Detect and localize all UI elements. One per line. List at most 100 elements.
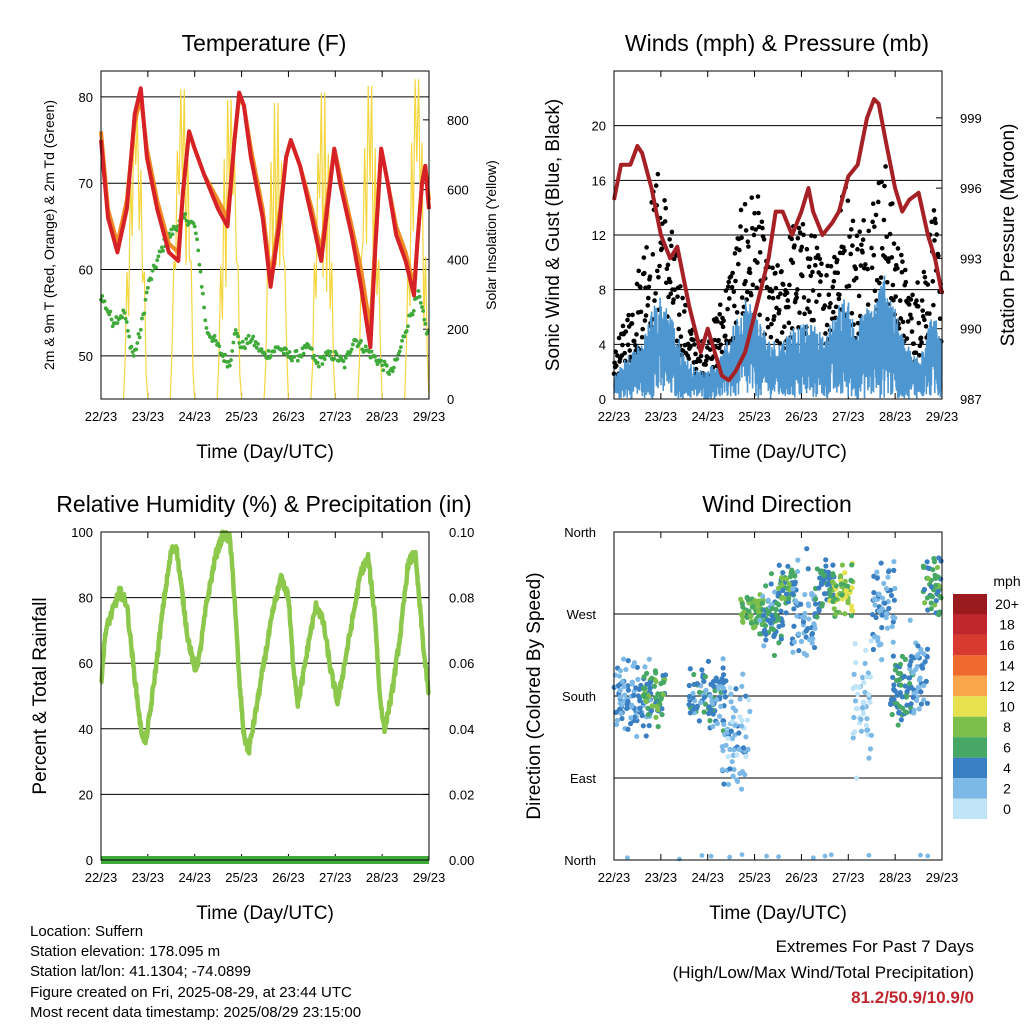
colorbar-label: 16: [999, 637, 1015, 653]
dewpoint-point: [144, 290, 149, 295]
direction-point: [795, 557, 801, 563]
direction-point: [934, 564, 941, 571]
gust-point: [703, 362, 708, 367]
direction-point: [869, 611, 876, 618]
direction-point: [805, 601, 811, 607]
gust-point: [666, 294, 671, 300]
y-tick-label-right: 0.02: [449, 787, 474, 802]
direction-point: [628, 704, 635, 710]
direction-point: [711, 683, 717, 690]
gust-point: [620, 323, 626, 329]
gust-point: [678, 334, 684, 339]
dewpoint-point: [201, 291, 205, 296]
gust-point: [865, 302, 871, 307]
gust-point: [900, 319, 906, 325]
direction-point: [691, 671, 697, 678]
gust-point: [697, 358, 703, 364]
direction-point: [890, 614, 896, 620]
direction-point: [853, 659, 859, 666]
insolation-line: [310, 92, 336, 400]
plot-border: [613, 531, 943, 861]
gust-point: [688, 344, 693, 349]
direction-point: [827, 591, 833, 598]
direction-point: [916, 706, 922, 712]
gust-point: [773, 285, 779, 291]
dewpoint-point: [138, 327, 143, 332]
dewpoint-point: [154, 265, 158, 270]
y-tick-label: North: [564, 853, 596, 868]
dewpoint-point: [110, 324, 115, 329]
dewpoint-point: [170, 232, 175, 237]
direction-point: [701, 678, 707, 685]
direction-point: [648, 707, 655, 714]
gust-point: [824, 322, 830, 328]
direction-point: [623, 666, 629, 673]
direction-point: [706, 704, 712, 710]
direction-point: [848, 577, 854, 584]
direction-point: [622, 692, 628, 698]
direction-point: [720, 665, 726, 671]
dewpoint-point: [251, 334, 256, 339]
dewpoint-point: [230, 349, 235, 353]
direction-point: [733, 686, 739, 692]
gust-point: [805, 306, 810, 311]
dewpoint-point: [131, 353, 136, 358]
gust-point: [818, 279, 823, 284]
direction-point: [639, 712, 645, 719]
direction-point: [613, 721, 620, 728]
gust-point: [904, 336, 910, 341]
dewpoint-point: [379, 358, 383, 363]
gust-point: [626, 312, 631, 318]
gust-point: [936, 253, 941, 259]
gust-point: [752, 210, 757, 216]
direction-point: [631, 692, 637, 699]
gust-point: [775, 294, 781, 300]
direction-point: [760, 612, 767, 618]
gust-point: [826, 292, 832, 297]
gust-point: [899, 252, 904, 258]
dewpoint-point: [380, 363, 385, 368]
direction-point: [842, 611, 848, 617]
dewpoint-point: [416, 289, 421, 293]
direction-point: [894, 692, 900, 698]
direction-point: [785, 563, 791, 569]
gust-point: [646, 284, 652, 290]
dewpoint-point: [126, 329, 130, 333]
gust-point: [828, 301, 833, 306]
x-tick-label: 27/23: [832, 409, 865, 424]
x-tick-label: 26/23: [785, 870, 818, 885]
x-tick-label: 22/23: [598, 409, 631, 424]
direction-point: [889, 711, 895, 718]
gust-point: [807, 309, 812, 315]
direction-point: [646, 656, 652, 662]
direction-point: [861, 700, 867, 706]
gust-point: [717, 311, 723, 317]
gust-point: [825, 263, 830, 269]
direction-point: [885, 569, 892, 575]
direction-point: [802, 615, 808, 621]
direction-point: [643, 733, 649, 739]
dewpoint-point: [256, 342, 260, 346]
direction-point: [731, 747, 737, 753]
gust-point: [913, 350, 919, 355]
direction-point: [903, 694, 909, 700]
gust-point: [818, 272, 824, 278]
gust-point: [676, 312, 682, 318]
gust-point: [625, 317, 630, 323]
gust-point: [932, 238, 937, 243]
direction-point: [642, 664, 648, 670]
gust-point: [634, 332, 639, 337]
direction-point: [875, 638, 881, 644]
direction-point: [814, 614, 820, 620]
direction-point: [618, 710, 624, 716]
x-tick-label: 24/23: [691, 409, 724, 424]
gust-point: [723, 333, 728, 339]
gust-point: [902, 267, 908, 273]
gust-point: [630, 312, 635, 318]
direction-point: [849, 585, 855, 591]
gust-point: [900, 259, 905, 264]
direction-point: [908, 701, 914, 707]
direction-point: [886, 605, 892, 612]
direction-point: [907, 675, 913, 681]
y-tick-label: 80: [79, 90, 93, 105]
